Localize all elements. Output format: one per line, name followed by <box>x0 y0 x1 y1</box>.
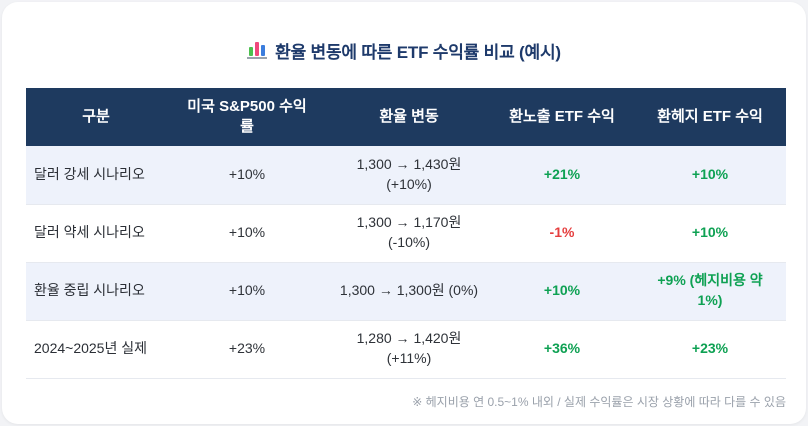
exposed-etf-return-cell: +10% <box>543 282 581 299</box>
footnote: ※ 헤지비용 연 0.5~1% 내외 / 실제 수익률은 시장 상황에 따라 다… <box>412 394 786 409</box>
fx-change-cell: 1,300 → 1,300원 (0%) <box>328 262 490 320</box>
sp500-return-cell: +10% <box>228 282 266 299</box>
hedged-etf-return-cell: +10% <box>691 224 729 241</box>
fx-change-cell: 1,300 → 1,170원 (-10%) <box>328 204 490 262</box>
scenario-label-cell: 환율 중립 시나리오 <box>34 282 145 299</box>
fx-change-cell: 1,300 → 1,430원 (+10%) <box>328 146 490 204</box>
fx-sub: (+11%) <box>386 350 432 366</box>
page-title: 환율 변동에 따른 ETF 수익률 비교 (예시) <box>26 38 782 62</box>
title-text: 환율 변동에 따른 ETF 수익률 비교 (예시) <box>275 42 561 62</box>
sp500-return-cell: +10% <box>228 224 266 241</box>
hedged-etf-return-cell: +23% <box>691 340 729 357</box>
fx-change-cell: 1,280 → 1,420원 (+11%) <box>328 320 490 378</box>
column-header-sp500-return: 미국 S&P500 수익률 <box>166 88 328 146</box>
scenario-label-cell: 달러 약세 시나리오 <box>34 224 145 241</box>
sp500-return-cell: +23% <box>228 340 266 357</box>
fx-main: 1,300 → 1,170원 <box>356 214 462 231</box>
scenario-label-cell: 2024~2025년 실제 <box>34 340 147 357</box>
column-header-fx-change: 환율 변동 <box>328 88 490 146</box>
fx-sub: (+10%) <box>386 175 432 192</box>
fx-main: 1,280 → 1,420원 <box>356 330 462 347</box>
hedged-etf-return-cell: +9% (헤지비용 약 1%) <box>657 272 763 308</box>
hedged-etf-return-cell: +10% <box>691 165 729 182</box>
table-row-actual-2024-2025: 2024~2025년 실제 +23% 1,280 → 1,420원 (+11%)… <box>26 320 786 378</box>
etf-comparison-table: 구분 미국 S&P500 수익률 환율 변동 환노출 ETF 수익 환헤지 ET… <box>26 88 786 379</box>
sp500-return-cell: +10% <box>228 165 266 182</box>
table-header-row: 구분 미국 S&P500 수익률 환율 변동 환노출 ETF 수익 환헤지 ET… <box>26 88 786 146</box>
fx-main: 1,300 → 1,300원 (0%) <box>339 282 479 299</box>
table-row-dollar-weak: 달러 약세 시나리오 +10% 1,300 → 1,170원 (-10%) -1… <box>26 204 786 262</box>
exposed-etf-return-cell: -1% <box>549 224 575 241</box>
column-header-exposed-etf-return: 환노출 ETF 수익 <box>490 88 634 146</box>
fx-main: 1,300 → 1,430원 <box>356 156 462 173</box>
fx-sub: (-10%) <box>387 234 430 250</box>
column-header-hedged-etf-return: 환헤지 ETF 수익 <box>634 88 786 146</box>
table-row-fx-neutral: 환율 중립 시나리오 +10% 1,300 → 1,300원 (0%) +10%… <box>26 262 786 320</box>
exposed-etf-return-cell: +36% <box>543 340 581 357</box>
bar-chart-icon <box>247 41 268 59</box>
exposed-etf-return-cell: +21% <box>543 165 581 182</box>
column-header-category: 구분 <box>26 88 166 146</box>
table-row-dollar-strong: 달러 강세 시나리오 +10% 1,300 → 1,430원 (+10%) +2… <box>26 146 786 204</box>
scenario-label-cell: 달러 강세 시나리오 <box>34 165 145 182</box>
